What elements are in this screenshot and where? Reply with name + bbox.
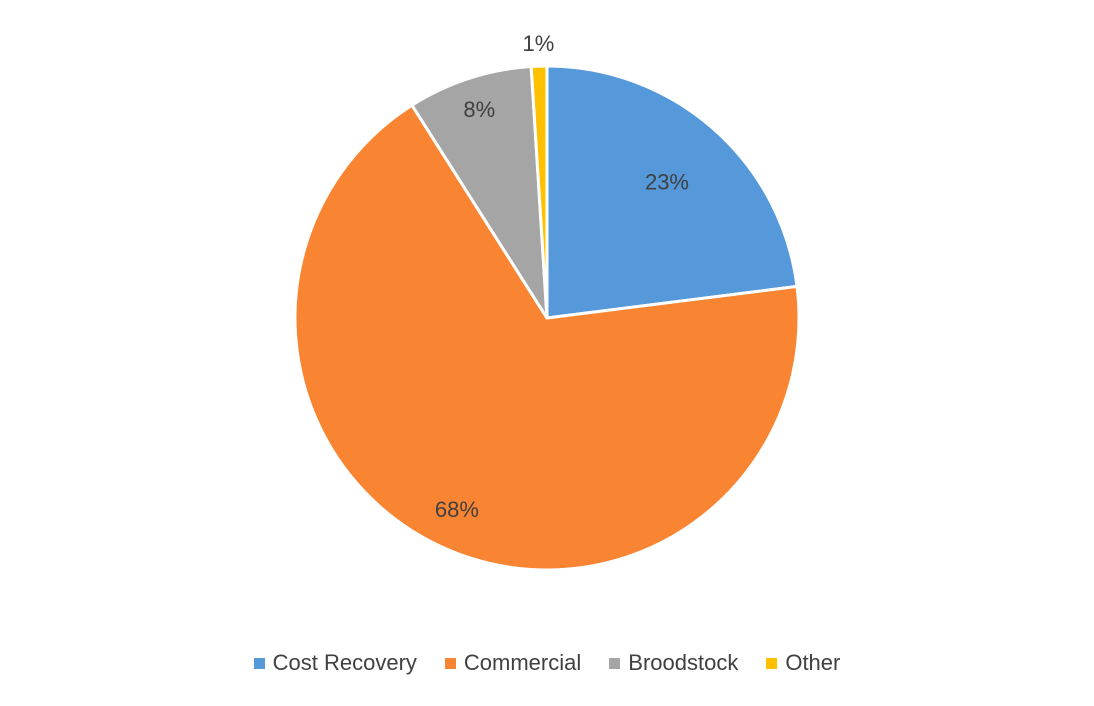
pie-data-labels: 23% 68% 8% 1% (435, 31, 689, 522)
pie-slice-cost-recovery (545, 64, 799, 320)
data-label-other: 1% (522, 31, 554, 56)
legend-item-commercial: Commercial (444, 650, 582, 676)
legend-label: Cost Recovery (272, 650, 417, 675)
pie-slice-commercial (293, 103, 801, 572)
legend: Cost Recovery Commercial Broodstock Othe… (0, 650, 1094, 676)
legend-item-other: Other (766, 650, 840, 676)
pie-slice-other (529, 64, 549, 319)
pie-chart: 23% 68% 8% 1% (293, 31, 801, 572)
legend-label: Broodstock (628, 650, 739, 675)
legend-swatch (444, 657, 456, 669)
legend-item-broodstock: Broodstock (609, 650, 738, 676)
legend-swatch (253, 657, 265, 669)
data-label-commercial: 68% (435, 497, 479, 522)
legend-swatch (766, 657, 778, 669)
pie-slices (293, 64, 801, 572)
legend-item-cost-recovery: Cost Recovery (253, 650, 417, 676)
pie-slice-broodstock (409, 64, 549, 319)
legend-label: Commercial (463, 650, 582, 675)
data-label-broodstock: 8% (463, 97, 495, 122)
legend-swatch (609, 657, 621, 669)
legend-label: Other (785, 650, 841, 675)
data-label-cost-recovery: 23% (645, 169, 689, 194)
